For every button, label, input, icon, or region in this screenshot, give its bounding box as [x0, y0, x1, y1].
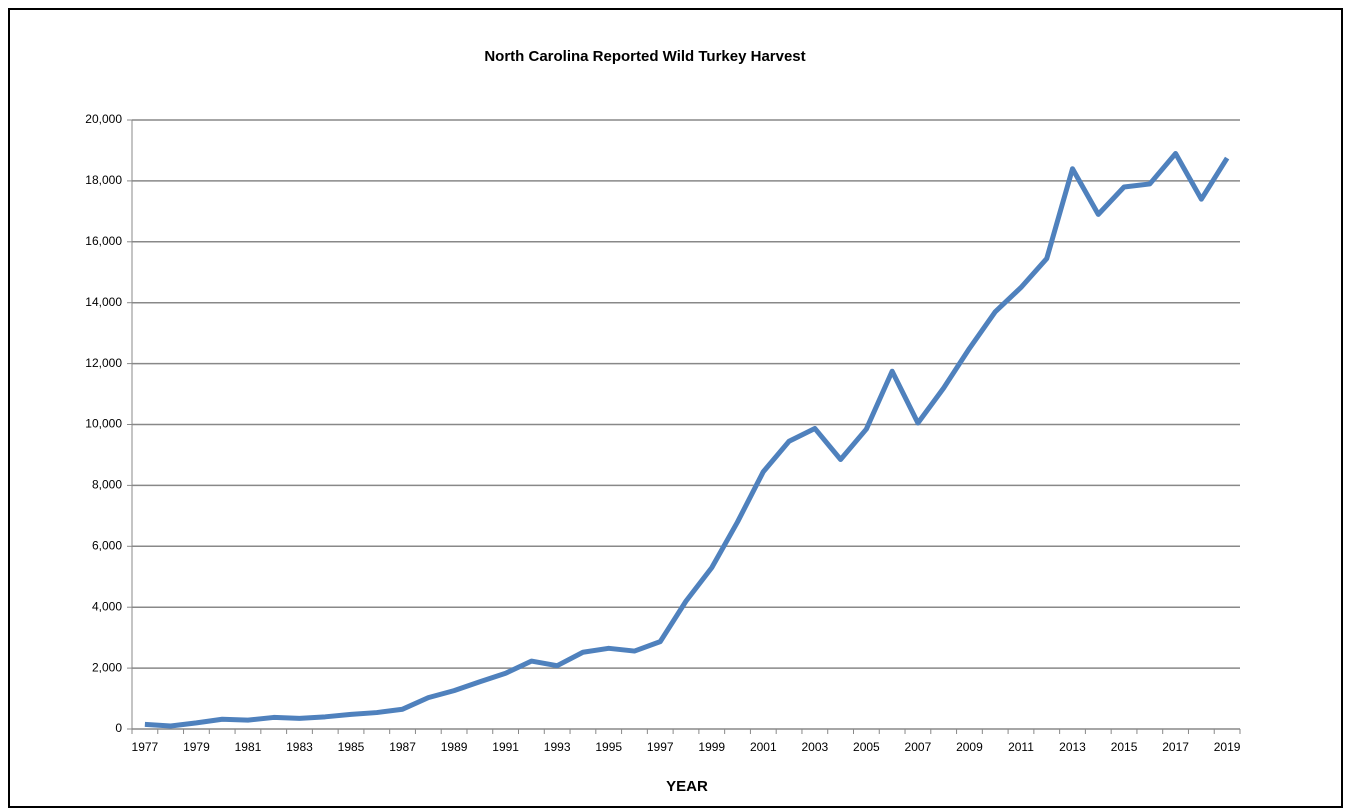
x-tick-label: 2011	[1008, 740, 1034, 754]
y-tick-label: 10,000	[85, 417, 122, 431]
x-tick-label: 2013	[1059, 740, 1086, 754]
y-tick-label: 14,000	[85, 295, 122, 309]
data-line	[144, 151, 1230, 729]
y-tick-label: 12,000	[85, 356, 122, 370]
x-tick-label: 2003	[801, 740, 828, 754]
x-tick-label: 1995	[595, 740, 622, 754]
x-axis-label: YEAR	[666, 778, 708, 795]
x-tick-label: 1983	[286, 740, 313, 754]
frame	[8, 8, 1343, 808]
x-tick-label: 2015	[1111, 740, 1138, 754]
y-tick-label: 18,000	[85, 173, 122, 187]
x-tick-label: 1977	[132, 740, 159, 754]
x-tick-label: 1979	[183, 740, 210, 754]
x-tick-label: 1993	[544, 740, 571, 754]
y-tick-label: 2,000	[92, 660, 122, 674]
x-tick-label: 1991	[492, 740, 519, 754]
y-tick-label: 4,000	[92, 599, 122, 613]
x-tick-label: 2019	[1214, 740, 1241, 754]
x-tick-label: 1985	[338, 740, 365, 754]
y-tick-label: 8,000	[92, 478, 122, 492]
x-tick-label: 1981	[235, 740, 262, 754]
x-tick-label: 2017	[1162, 740, 1189, 754]
x-tick-label: 1999	[698, 740, 725, 754]
y-tick-label: 6,000	[92, 538, 122, 552]
chart-title: North Carolina Reported Wild Turkey Harv…	[484, 48, 805, 65]
x-tick-label: 2007	[905, 740, 932, 754]
x-tick-label: 2001	[750, 740, 777, 754]
x-tick-label: 1987	[389, 740, 416, 754]
x-tick-label: 1997	[647, 740, 674, 754]
y-tick-label: 0	[115, 721, 122, 735]
y-tick-label: 16,000	[85, 234, 122, 248]
x-tick-label: 2009	[956, 740, 983, 754]
x-tick-label: 2005	[853, 740, 880, 754]
x-tick-label: 1989	[441, 740, 468, 754]
y-tick-label: 20,000	[85, 112, 122, 126]
